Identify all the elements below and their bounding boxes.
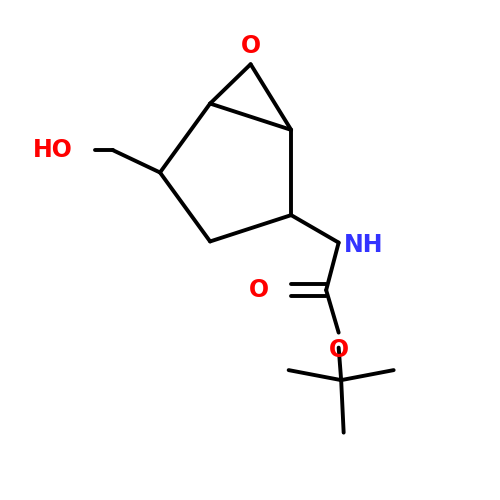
Text: HO: HO <box>32 138 72 162</box>
Text: O: O <box>248 278 268 302</box>
Text: NH: NH <box>344 233 383 257</box>
Text: O: O <box>240 34 260 58</box>
Text: O: O <box>328 338 348 361</box>
